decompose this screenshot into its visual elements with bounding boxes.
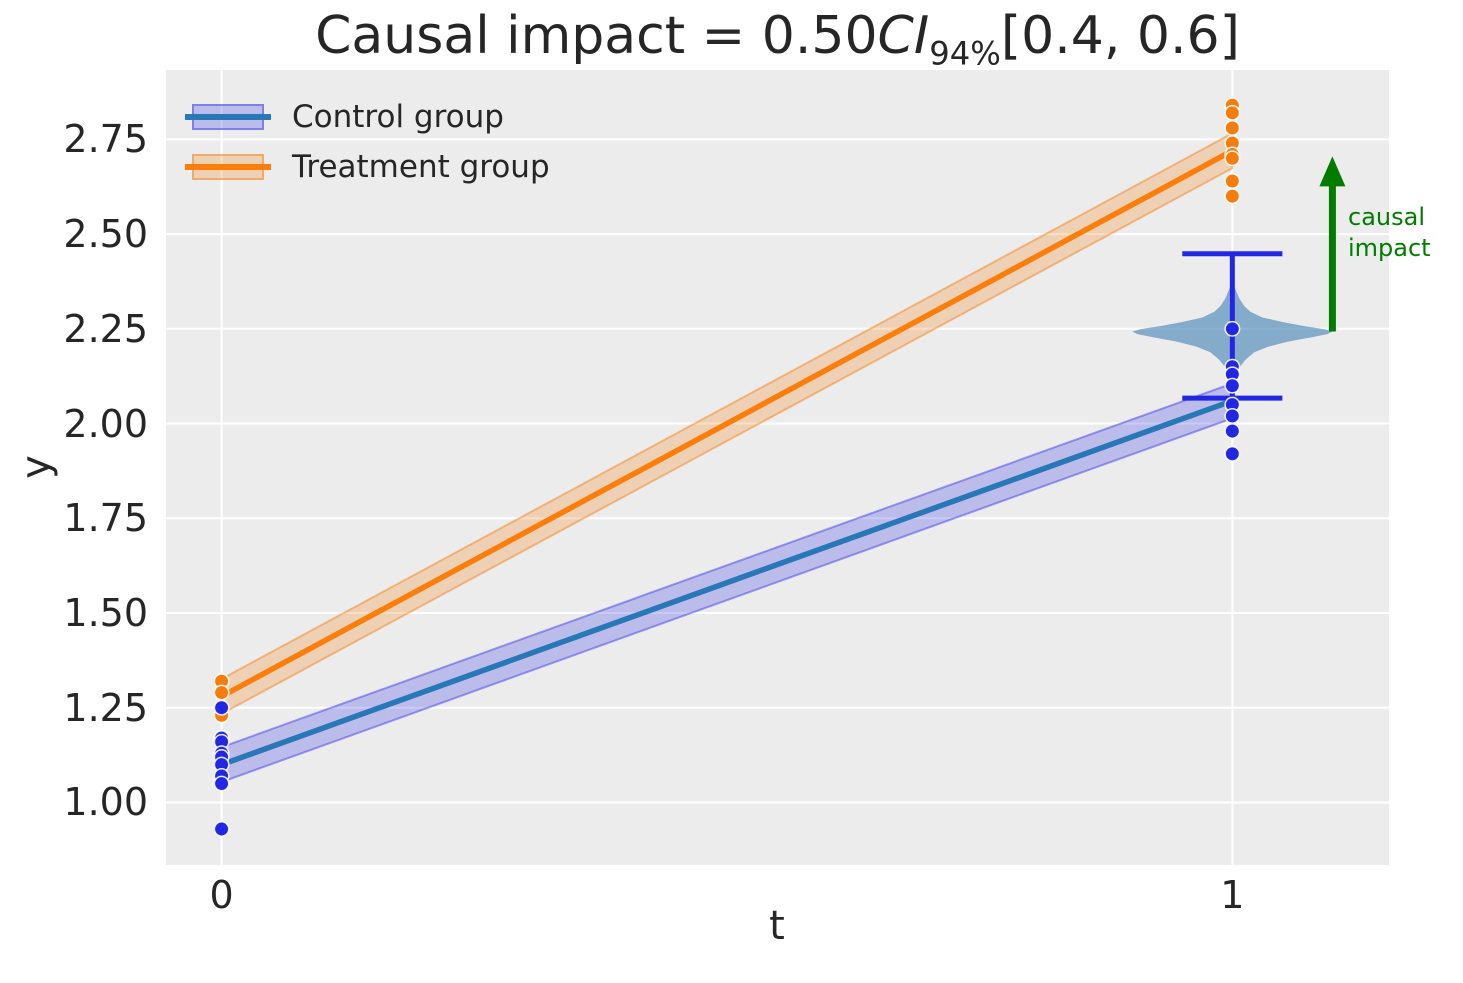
title-interval: [0.4, 0.6] <box>1000 6 1240 66</box>
chart-canvas <box>166 70 1389 865</box>
y-tick-label: 2.00 <box>63 401 148 446</box>
x-tick-label: 0 <box>209 873 234 917</box>
treatment-scatter-point <box>1224 173 1241 189</box>
title-ci-subscript: 94% <box>929 34 1001 73</box>
y-tick-label: 1.25 <box>63 685 148 730</box>
causal-impact-annotation-line1: causal <box>1348 203 1425 231</box>
legend: Control group Treatment group <box>185 92 550 192</box>
title-ci: CI <box>877 6 930 66</box>
control-scatter-point <box>213 699 230 716</box>
causal-impact-annotation: causal impact <box>1348 202 1431 264</box>
control-scatter-point <box>1224 320 1241 337</box>
chart-title: Causal impact = 0.50CI94%[0.4, 0.6] <box>166 6 1389 70</box>
y-tick-label: 2.50 <box>63 212 148 257</box>
control-line-icon <box>185 114 271 120</box>
x-tick-label: 1 <box>1220 873 1245 917</box>
y-tick-label: 1.50 <box>63 591 148 635</box>
control-scatter-point <box>213 775 230 792</box>
control-scatter-point <box>1224 445 1241 462</box>
treatment-scatter-point <box>1224 150 1241 167</box>
treatment-scatter-point <box>1224 104 1241 121</box>
control-scatter-point <box>213 821 230 837</box>
y-axis-label: y <box>13 455 59 479</box>
treatment-fit-line <box>218 147 1236 700</box>
treatment-line-swatch <box>185 154 271 180</box>
control-line-swatch <box>185 104 271 130</box>
treatment-scatter-point <box>1224 188 1241 205</box>
title-text: Causal impact = 0.50 <box>315 6 878 66</box>
treatment-line-icon <box>185 164 271 170</box>
control-scatter-point <box>1224 377 1241 394</box>
treatment-scatter-point <box>1224 120 1241 136</box>
plot-area: Control group Treatment group causal imp… <box>166 70 1431 865</box>
causal-impact-arrow-head <box>1319 156 1346 187</box>
y-tick-label: 2.25 <box>63 306 148 351</box>
control-fit-line <box>218 398 1236 768</box>
legend-label-treatment: Treatment group <box>292 149 550 185</box>
x-axis-label: t <box>769 903 785 949</box>
legend-label-control: Control group <box>292 99 504 135</box>
y-tick-label: 1.00 <box>63 780 148 825</box>
causal-impact-annotation-line2: impact <box>1348 234 1431 262</box>
legend-item-treatment-group: Treatment group <box>185 142 550 192</box>
legend-item-control-group: Control group <box>185 92 550 142</box>
control-scatter-point <box>1224 408 1241 424</box>
treatment-scatter-point <box>213 684 230 701</box>
control-scatter-point <box>1224 423 1241 440</box>
y-tick-label: 2.75 <box>63 117 148 162</box>
y-tick-label: 1.75 <box>63 496 148 541</box>
